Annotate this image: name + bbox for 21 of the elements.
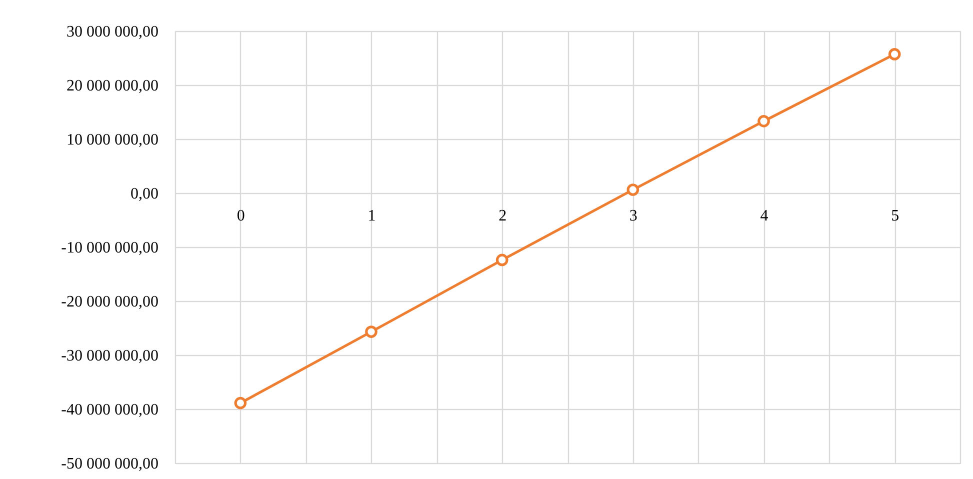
y-tick-label: 20 000 000,00 <box>66 78 158 94</box>
x-tick-label: 0 <box>236 208 245 224</box>
x-tick-label: 3 <box>629 208 638 224</box>
y-tick-label: -10 000 000,00 <box>61 240 158 256</box>
y-tick-label: 0,00 <box>130 186 158 202</box>
point <box>758 115 770 128</box>
y-tick-label: -30 000 000,00 <box>61 348 158 364</box>
point <box>626 184 640 196</box>
point <box>234 396 247 410</box>
point <box>365 326 378 338</box>
y-tick-label: 30 000 000,00 <box>66 24 158 40</box>
y-tick-label: -40 000 000,00 <box>61 402 158 418</box>
x-tick-label: 5 <box>891 208 900 224</box>
point <box>888 48 901 60</box>
x-tick-label: 4 <box>760 208 768 224</box>
x-tick-label: 1 <box>368 208 376 224</box>
y-tick-label: -20 000 000,00 <box>61 294 158 310</box>
y-tick-label: 10 000 000,00 <box>66 132 158 148</box>
y-tick-label: -50 000 000,00 <box>61 456 158 472</box>
point <box>496 254 508 266</box>
x-tick-label: 2 <box>498 208 507 224</box>
